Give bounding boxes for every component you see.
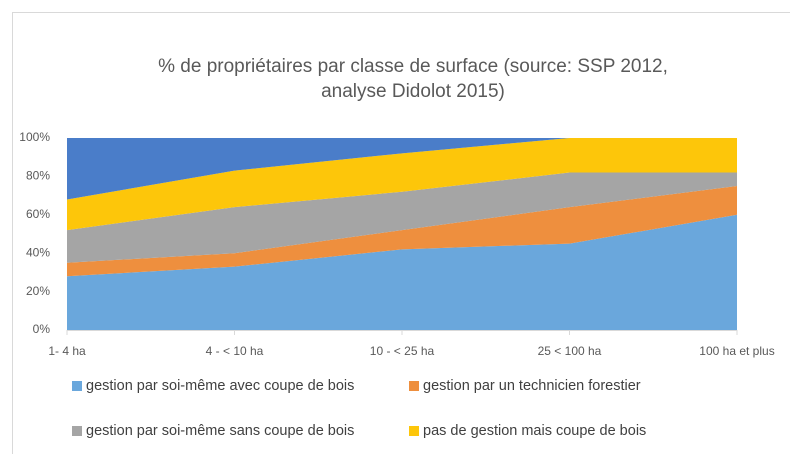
y-tick-label: 0% <box>33 322 51 336</box>
legend-swatch <box>409 426 419 436</box>
x-tick-label: 10 - < 25 ha <box>370 344 435 358</box>
legend-label: pas de gestion mais coupe de bois <box>423 423 646 439</box>
legend-swatch <box>72 381 82 391</box>
y-tick-label: 40% <box>26 245 50 259</box>
chart-title: analyse Didolot 2015) <box>321 81 505 102</box>
chart-title: % de propriétaires par classe de surface… <box>158 56 668 77</box>
y-tick-label: 60% <box>26 207 50 221</box>
area <box>67 172 737 263</box>
y-tick-label: 80% <box>26 169 50 183</box>
x-tick-label: 4 - < 10 ha <box>206 344 264 358</box>
y-tick-label: 100% <box>19 130 50 144</box>
area <box>67 138 737 200</box>
area <box>67 138 737 231</box>
x-tick-label: 25 < 100 ha <box>538 344 602 358</box>
y-tick-label: 20% <box>26 284 50 298</box>
legend-swatch <box>72 426 82 436</box>
x-tick-label: 100 ha et plus <box>699 344 774 358</box>
legend-swatch <box>409 381 419 391</box>
area <box>67 186 737 277</box>
legend-label: gestion par soi-même sans coupe de bois <box>86 423 354 439</box>
legend-label: gestion par soi-même avec coupe de bois <box>86 378 354 394</box>
legend-label: gestion par un technicien forestier <box>423 378 641 394</box>
x-tick-label: 1- 4 ha <box>48 344 86 358</box>
